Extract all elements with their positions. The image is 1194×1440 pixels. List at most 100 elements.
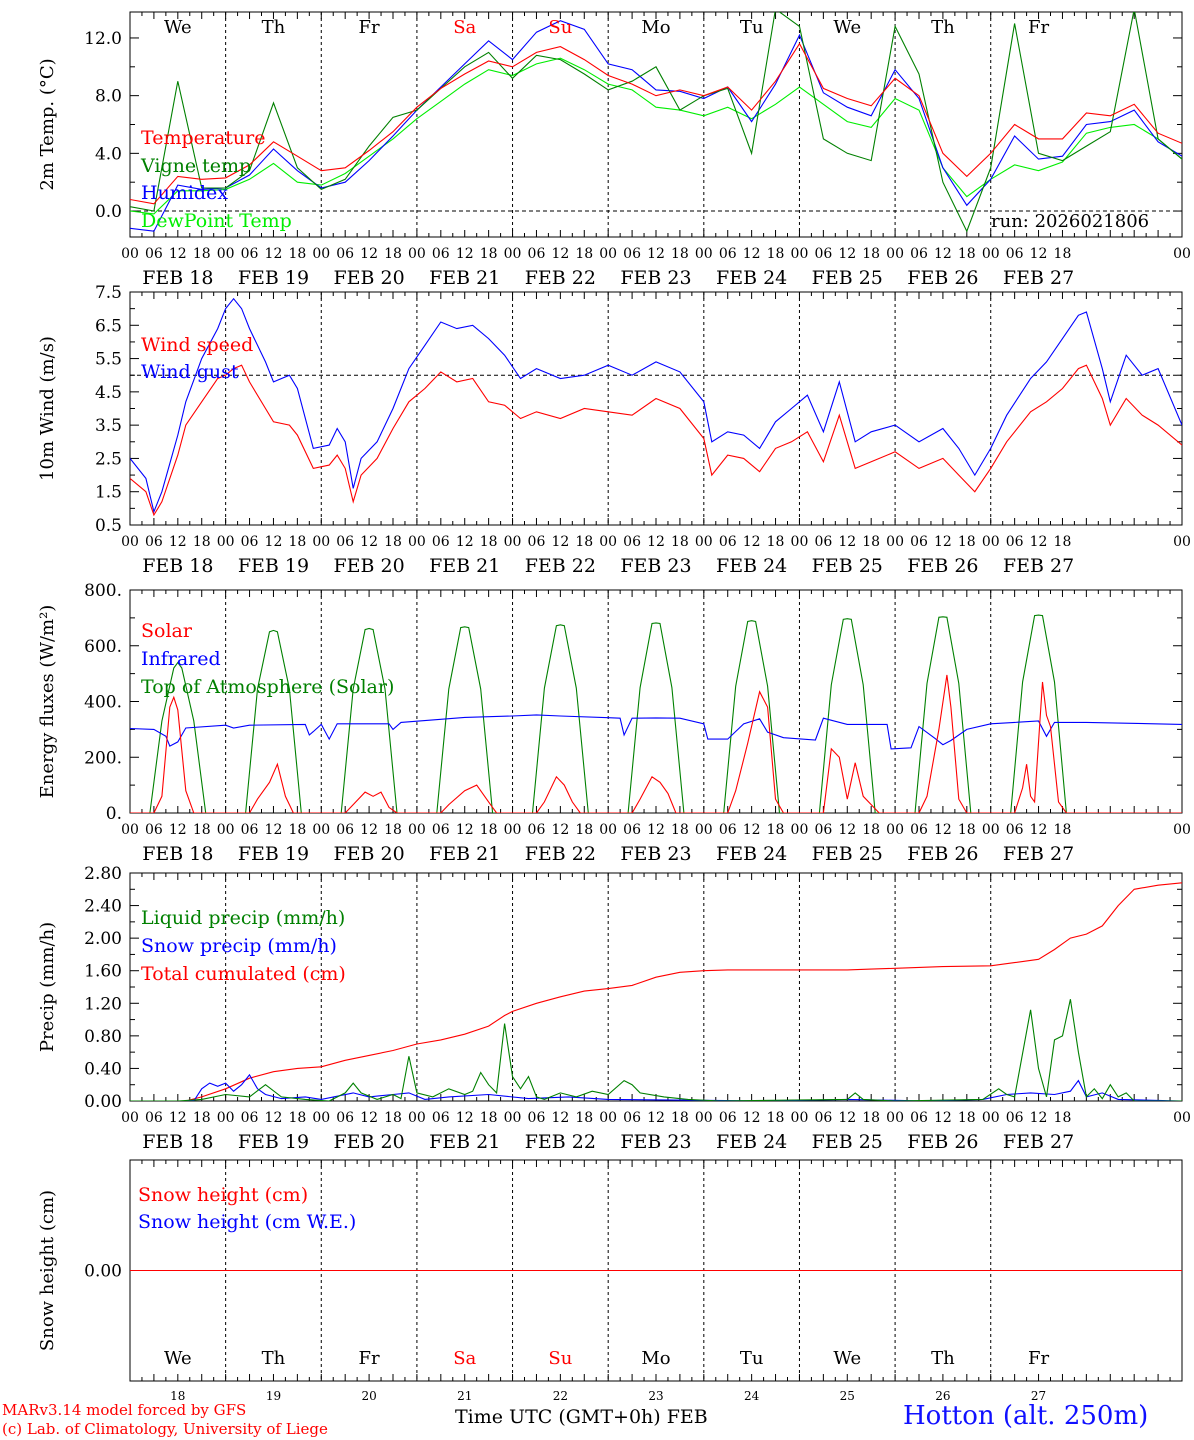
hour-label: 12 <box>743 534 761 550</box>
series-line-2 <box>130 714 1182 750</box>
series-line-3 <box>130 882 1182 1101</box>
date-label: FEB 27 <box>1003 1131 1074 1153</box>
day-name: Fr <box>1028 1348 1049 1369</box>
hour-label: 18 <box>480 534 498 550</box>
y-tick-label: 200. <box>84 748 122 768</box>
hour-label: 18 <box>1054 822 1072 838</box>
hour-label: 06 <box>336 534 354 550</box>
hour-label: 18 <box>288 534 306 550</box>
panel-4: 0.00 0.40 0.80 1.20 1.60 2.00 2.40 2.80 Precip (… <box>37 864 1191 1153</box>
panel-2: 0.5 1.5 2.5 3.5 4.5 5.5 6.5 7.5 10m Wind (m/s) Wi… <box>37 283 1191 577</box>
hour-label: 06 <box>910 534 928 550</box>
hour-label: 00 <box>1173 822 1191 838</box>
date-label: FEB 24 <box>716 843 787 865</box>
hour-label: 06 <box>719 1110 737 1126</box>
date-label: FEB 25 <box>812 1131 883 1153</box>
date-label: FEB 27 <box>1003 843 1074 865</box>
series-line-3 <box>130 20 1182 232</box>
y-tick-label: 600. <box>84 637 122 657</box>
hour-label: 12 <box>743 1110 761 1126</box>
model-credit: MARv3.14 model forced by GFS (c) Lab. of… <box>2 1401 328 1439</box>
plot-frame <box>129 11 1183 238</box>
series-line-1 <box>130 999 1182 1101</box>
hour-label: 06 <box>623 534 641 550</box>
date-label: FEB 26 <box>907 1131 978 1153</box>
hour-label: 12 <box>456 822 474 838</box>
hour-label: 00 <box>599 822 617 838</box>
date-label: FEB 23 <box>620 267 691 289</box>
hour-label: 12 <box>551 822 569 838</box>
hour-label: 12 <box>1030 1110 1048 1126</box>
y-tick-label: 0.00 <box>84 1092 122 1112</box>
date-label: FEB 22 <box>525 267 596 289</box>
y-axis-title: Energy fluxes (W/m²) <box>37 605 58 799</box>
day-number: 23 <box>648 1389 663 1403</box>
date-label: FEB 26 <box>907 843 978 865</box>
hour-label: 06 <box>336 822 354 838</box>
legend-entry: Solar <box>141 620 193 642</box>
day-number: 20 <box>361 1389 376 1403</box>
hour-label: 00 <box>504 1110 522 1126</box>
date-label: FEB 24 <box>716 1131 787 1153</box>
hour-label: 06 <box>241 1110 259 1126</box>
hour-label: 12 <box>456 1110 474 1126</box>
hour-label: 12 <box>743 822 761 838</box>
day-name: Su <box>548 17 572 38</box>
station-name: Hotton (alt. 250m) <box>903 1401 1149 1431</box>
hour-label: 06 <box>1006 534 1024 550</box>
hour-label: 00 <box>886 822 904 838</box>
hour-label: 18 <box>288 1110 306 1126</box>
panel-1: 0.0 4.0 8.0 12.0 2m Temp. (°C) Temperature Vig… <box>37 11 1191 289</box>
day-number: 26 <box>935 1389 950 1403</box>
hour-label: 12 <box>169 822 187 838</box>
hour-label: 12 <box>456 534 474 550</box>
legend-entry: Infrared <box>141 648 221 670</box>
series-line-4 <box>130 57 1182 215</box>
date-label: FEB 21 <box>429 1131 500 1153</box>
date-label: FEB 23 <box>620 843 691 865</box>
hour-label: 00 <box>504 246 522 262</box>
hour-label: 06 <box>145 822 163 838</box>
day-name: Th <box>931 17 955 38</box>
hour-label: 06 <box>623 1110 641 1126</box>
hour-label: 12 <box>743 246 761 262</box>
date-label: FEB 18 <box>142 843 213 865</box>
hour-label: 12 <box>934 1110 952 1126</box>
day-number: 24 <box>744 1389 760 1403</box>
hour-label: 12 <box>360 246 378 262</box>
hour-label: 00 <box>791 1110 809 1126</box>
hour-label: 06 <box>528 1110 546 1126</box>
day-number: 27 <box>1031 1389 1046 1403</box>
hour-label: 06 <box>241 534 259 550</box>
day-number: 21 <box>457 1389 472 1403</box>
hour-label: 06 <box>623 822 641 838</box>
hour-label: 12 <box>551 1110 569 1126</box>
date-label: FEB 19 <box>238 843 309 865</box>
y-tick-label: 0.0 <box>95 202 122 222</box>
hour-label: 12 <box>647 246 665 262</box>
y-axis-title: 10m Wind (m/s) <box>37 336 58 481</box>
hour-label: 00 <box>886 246 904 262</box>
y-tick-label: 0.40 <box>84 1059 122 1079</box>
hour-label: 00 <box>886 534 904 550</box>
hour-label: 06 <box>145 534 163 550</box>
hour-label: 12 <box>360 534 378 550</box>
y-tick-label: 2.5 <box>95 449 122 469</box>
hour-label: 12 <box>551 246 569 262</box>
day-name: Tu <box>740 17 764 38</box>
legend-entry: Top of Atmosphere (Solar) <box>141 676 394 698</box>
hour-label: 00 <box>886 1110 904 1126</box>
legend-entry: Snow height (cm W.E.) <box>138 1211 356 1233</box>
date-label: FEB 22 <box>525 843 596 865</box>
hour-label: 00 <box>504 822 522 838</box>
y-tick-label: 5.5 <box>95 350 122 370</box>
hour-label: 00 <box>504 534 522 550</box>
date-label: FEB 20 <box>333 555 404 577</box>
hour-label: 06 <box>719 822 737 838</box>
series-line-2 <box>130 12 1182 233</box>
hour-label: 06 <box>145 246 163 262</box>
day-name: Fr <box>359 1348 380 1369</box>
hour-label: 06 <box>241 246 259 262</box>
hour-label: 06 <box>719 246 737 262</box>
y-tick-label: 0.00 <box>84 1262 122 1282</box>
